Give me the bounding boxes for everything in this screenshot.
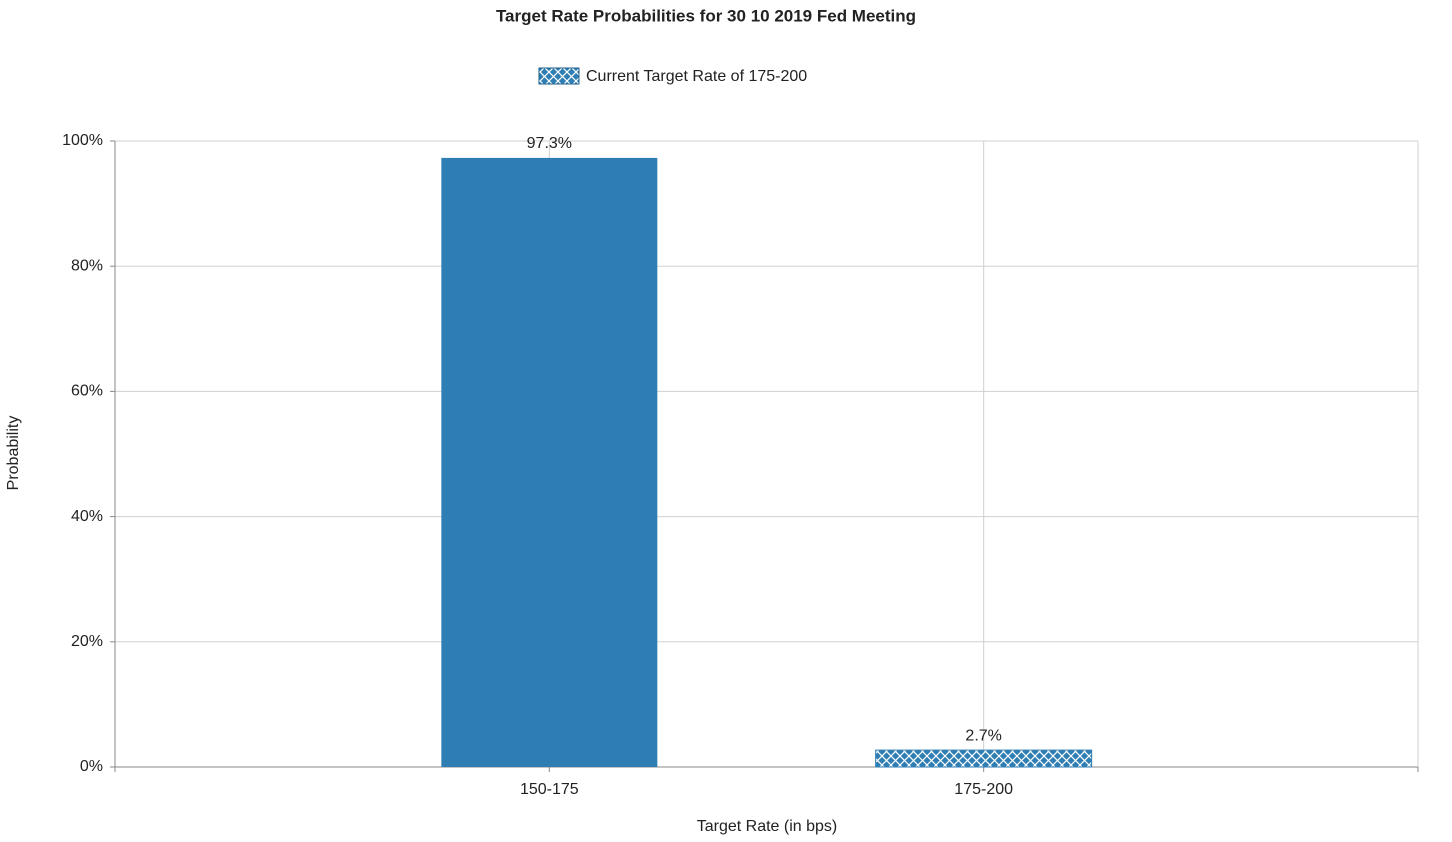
x-tick-label: 175-200 (954, 781, 1013, 798)
chart-title: Target Rate Probabilities for 30 10 2019… (496, 6, 916, 25)
legend-swatch (538, 67, 580, 85)
y-tick-label: 60% (71, 383, 103, 400)
y-tick-label: 80% (71, 257, 103, 274)
y-tick-label: 20% (71, 633, 103, 650)
x-axis-title: Target Rate (in bps) (697, 818, 838, 835)
y-axis-title: Probability (5, 416, 22, 491)
bar (441, 157, 658, 768)
bar (875, 749, 1093, 768)
value-label: 2.7% (965, 727, 1001, 744)
value-label: 97.3% (527, 135, 572, 152)
x-tick-label: 150-175 (520, 781, 579, 798)
legend-label: Current Target Rate of 175-200 (586, 68, 807, 85)
y-tick-label: 40% (71, 508, 103, 525)
y-tick-label: 0% (80, 758, 103, 775)
y-tick-label: 100% (62, 132, 103, 149)
